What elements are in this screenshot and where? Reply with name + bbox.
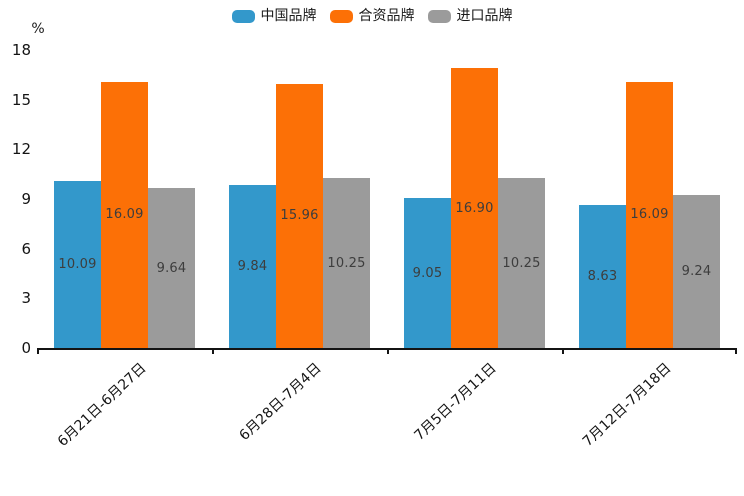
bar-value-label: 9.64	[156, 260, 187, 276]
y-axis-tick-label: 12	[11, 140, 31, 159]
y-axis-tick-label: 0	[21, 339, 31, 357]
legend-swatch-icon	[427, 9, 451, 23]
x-axis-tick-mark	[37, 348, 39, 354]
bar-合资品牌-group2: 16.90	[451, 68, 498, 348]
x-axis-tick-mark	[735, 348, 737, 354]
x-axis-category-label: 6月21日-6月27日	[54, 360, 150, 450]
plot-area: 10.09 9.84 9.05 8.63 16.09 15.96 16.90 16.09 9.6…	[37, 50, 737, 354]
legend-item-2[interactable]: 进口品牌	[427, 7, 513, 25]
bar-value-label: 10.25	[502, 255, 541, 271]
x-axis-tick-mark	[387, 348, 389, 354]
bar-合资品牌-group1: 15.96	[276, 83, 323, 348]
bar-进口品牌-group1: 10.25	[323, 178, 370, 348]
bar-value-label: 15.96	[280, 208, 319, 224]
bar-合资品牌-group3: 16.09	[626, 81, 673, 348]
bar-value-label: 16.09	[630, 207, 669, 223]
bar-进口品牌-group2: 10.25	[498, 178, 545, 348]
y-axis-tick-label: 15	[11, 90, 31, 109]
x-axis-tick-mark	[562, 348, 564, 354]
legend-swatch-icon	[329, 9, 353, 23]
legend-swatch-icon	[231, 9, 255, 23]
bar-value-label: 16.09	[105, 207, 144, 223]
bar-value-label: 8.63	[587, 269, 618, 285]
chart-legend: 中国品牌 合资品牌 进口品牌	[0, 7, 744, 25]
bar-value-label: 10.09	[58, 256, 97, 272]
x-axis-category-label: 7月5日-7月11日	[411, 360, 500, 444]
bar-value-label: 16.90	[455, 200, 494, 216]
x-axis-category-label: 6月28日-7月4日	[236, 360, 325, 444]
legend-item-1[interactable]: 合资品牌	[329, 7, 415, 25]
bar-进口品牌-group0: 9.64	[148, 188, 195, 348]
legend-item-label: 进口品牌	[456, 8, 513, 24]
y-axis-unit-label: %	[31, 21, 45, 37]
bar-value-label: 9.24	[681, 264, 712, 280]
x-axis-category-label: 7月12日-7月18日	[579, 360, 675, 450]
legend-item-0[interactable]: 中国品牌	[231, 7, 317, 25]
y-axis-tick-label: 3	[21, 289, 31, 308]
bar-中国品牌-group0: 10.09	[54, 180, 101, 348]
bar-中国品牌-group1: 9.84	[229, 185, 276, 348]
bar-合资品牌-group0: 16.09	[101, 81, 148, 348]
bar-中国品牌-group2: 9.05	[404, 198, 451, 348]
bar-进口品牌-group3: 9.24	[673, 195, 720, 348]
legend-item-label: 中国品牌	[260, 8, 317, 24]
legend-item-label: 合资品牌	[358, 8, 415, 24]
y-axis-tick-label: 9	[21, 190, 31, 208]
y-axis-tick-label: 6	[21, 239, 31, 258]
bar-中国品牌-group3: 8.63	[579, 205, 626, 348]
y-axis-tick-label: 18	[11, 41, 31, 59]
bar-value-label: 10.25	[327, 255, 366, 271]
x-axis-tick-mark	[212, 348, 214, 354]
bar-value-label: 9.84	[237, 259, 268, 275]
bar-value-label: 9.05	[412, 265, 443, 281]
